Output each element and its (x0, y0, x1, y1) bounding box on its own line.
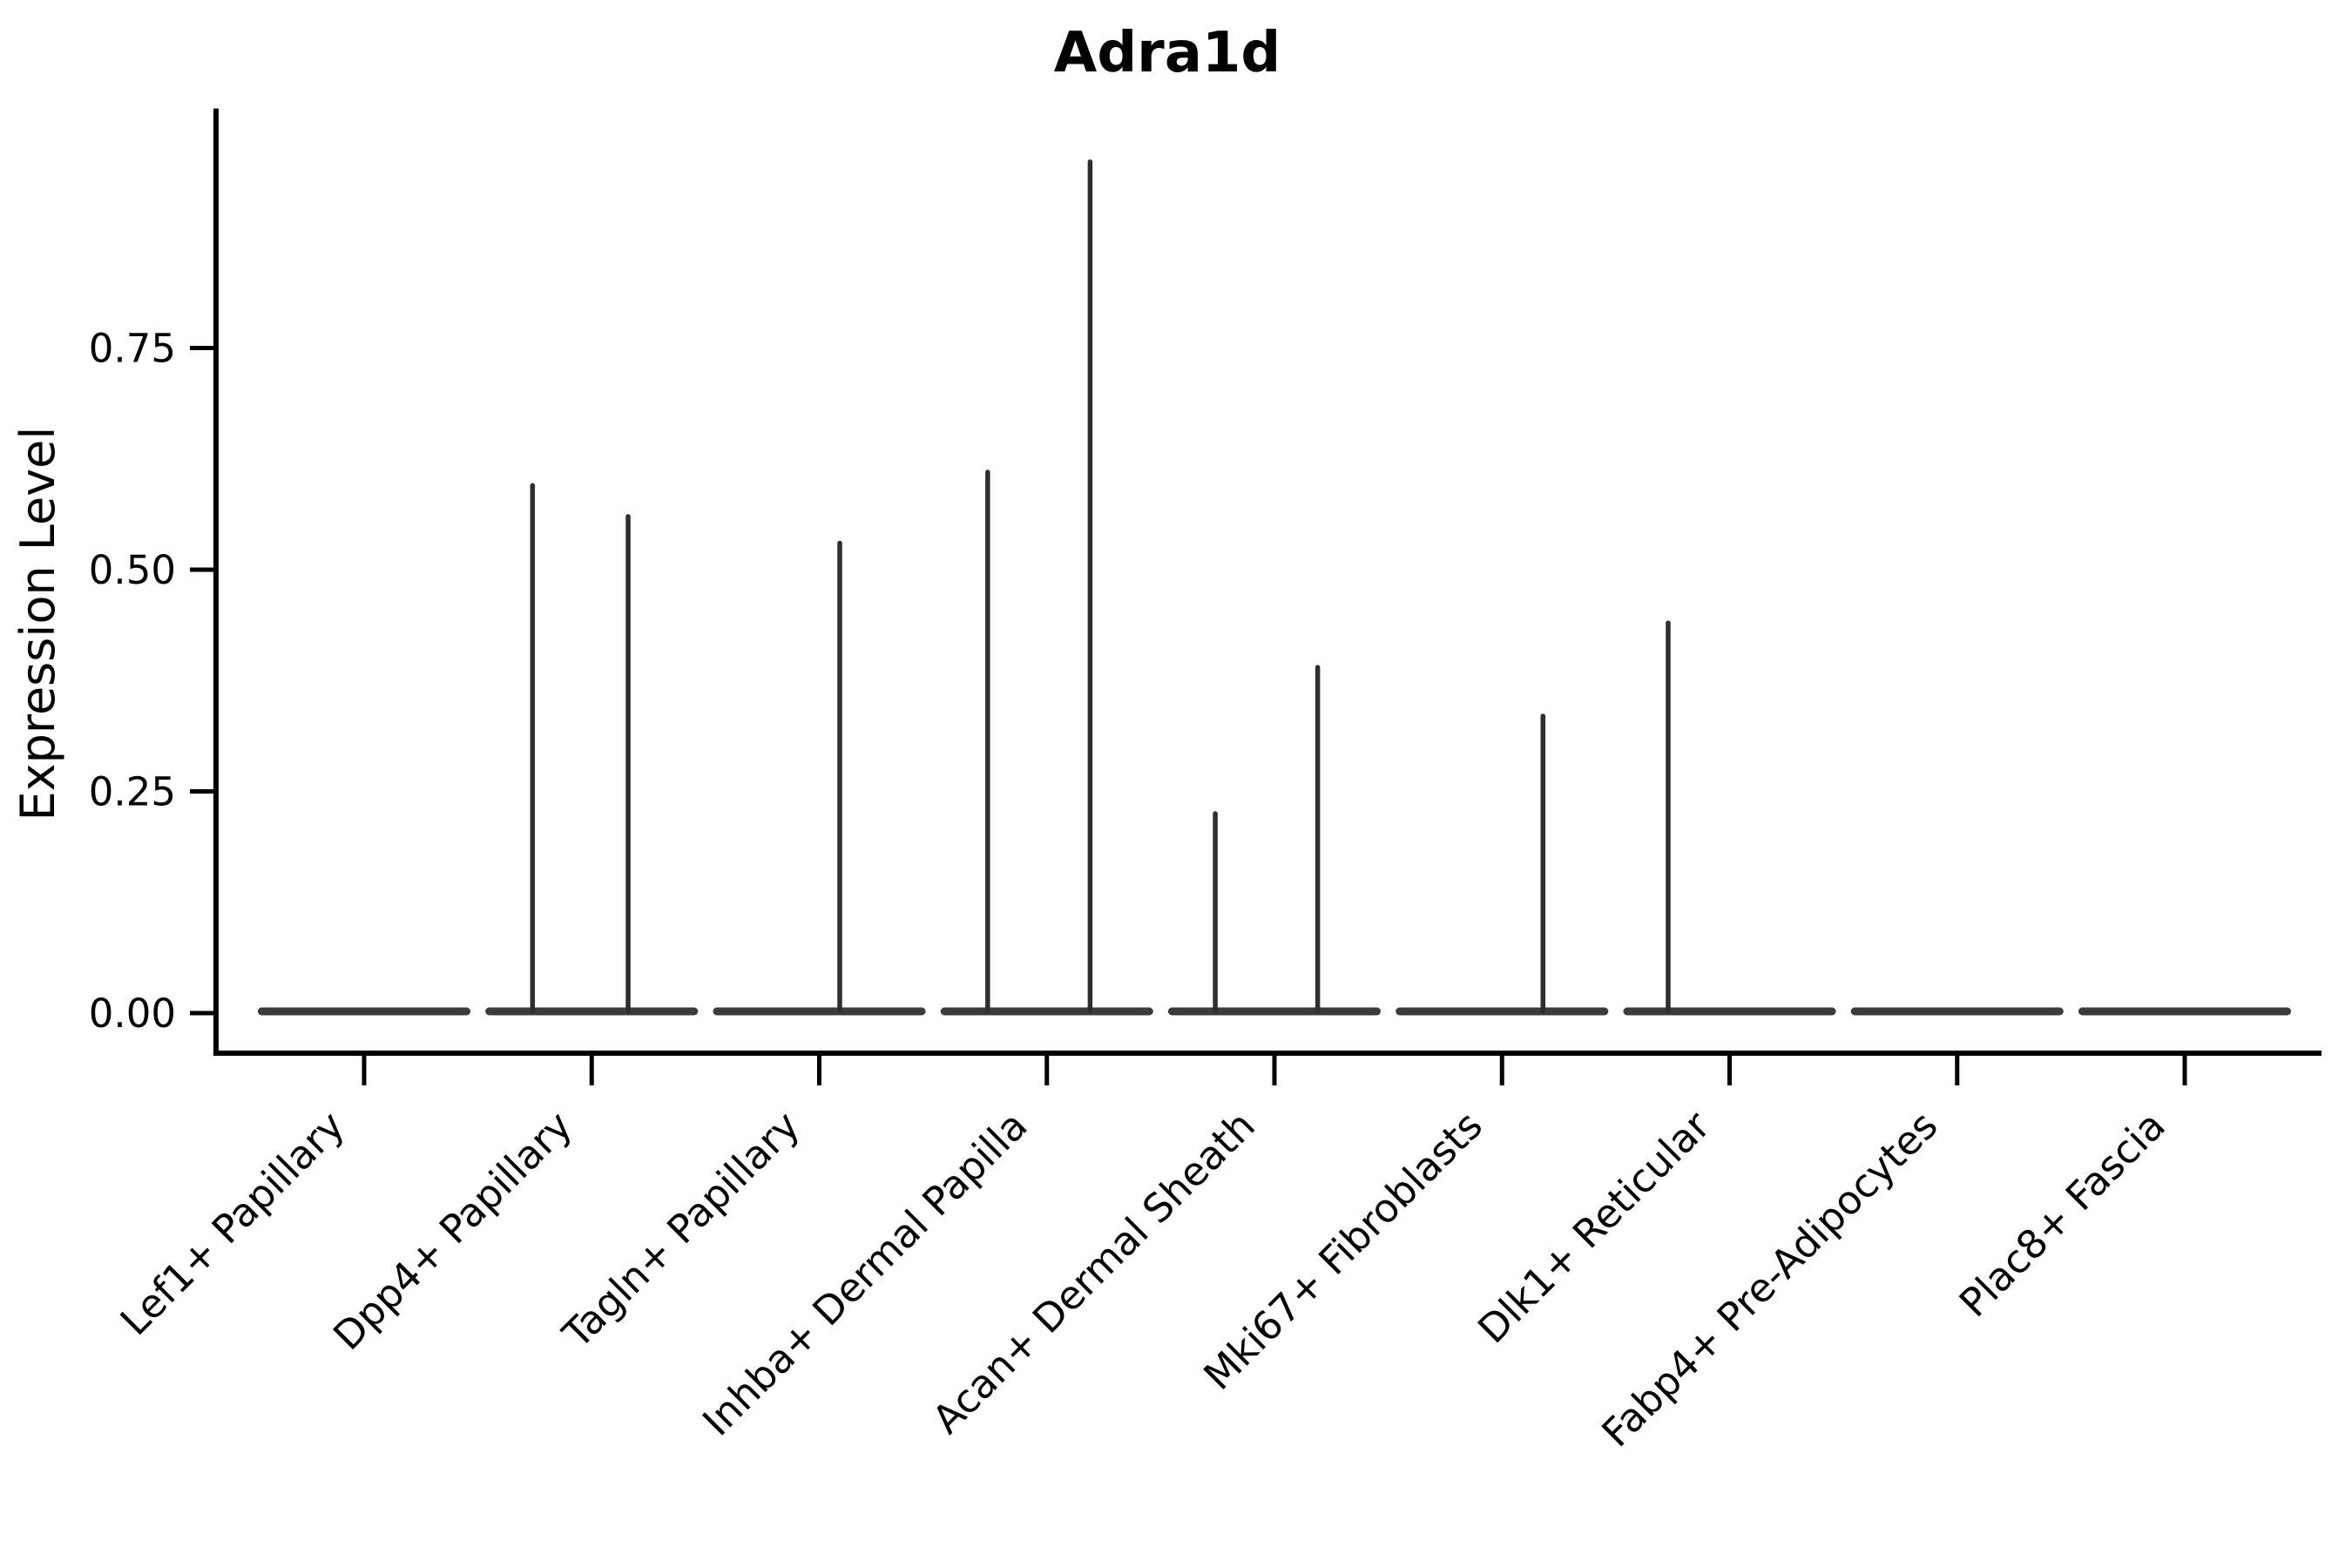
y-axis-title: Expression Level (10, 427, 65, 821)
x-axis-label: Dpp4+ Papillary (324, 1102, 581, 1359)
y-axis: 0.00 0.25 0.50 0.75 (89, 326, 216, 1037)
x-axis-label: Lef1+ Papillary (112, 1102, 354, 1344)
y-tick-label: 0.00 (89, 990, 176, 1037)
x-axis-label: Tagln+ Papillary (553, 1102, 808, 1357)
y-tick-label: 0.50 (89, 547, 176, 593)
axis-spines (213, 108, 2322, 1056)
x-axis-label: Plac8+ Fascia (1950, 1102, 2174, 1326)
y-tick-label: 0.75 (89, 326, 176, 372)
x-axis-label: Dlk1+ Reticular (1469, 1102, 1719, 1352)
violins (257, 159, 2292, 1016)
y-tick-label: 0.25 (89, 769, 176, 815)
chart-title: Adra1d (1054, 21, 1281, 85)
